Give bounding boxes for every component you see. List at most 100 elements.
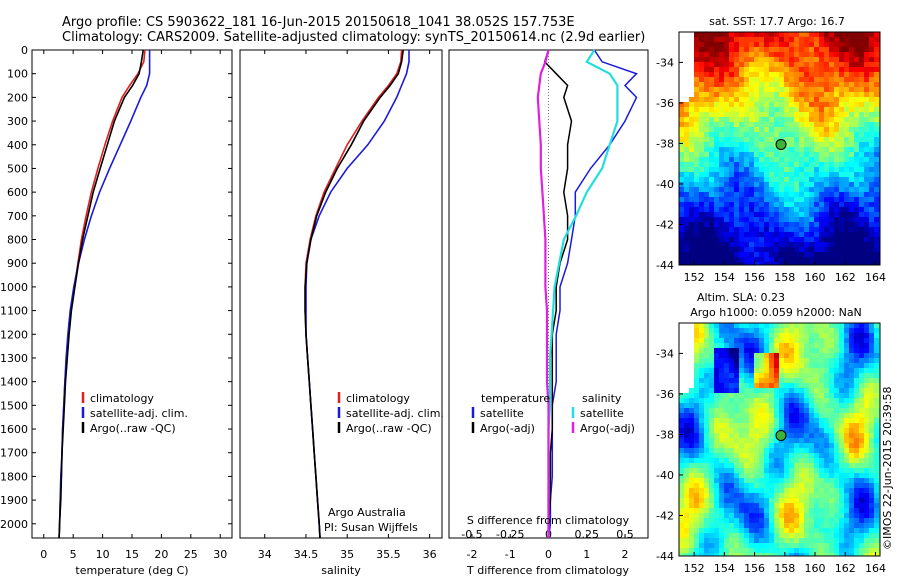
map-cell (764, 147, 770, 153)
map-cell (729, 393, 735, 399)
map-cell (789, 433, 795, 439)
map-cell (784, 408, 790, 414)
map-cell (764, 247, 770, 253)
map-cell (714, 428, 720, 434)
map-cell (699, 403, 705, 409)
lon-tick-label: 156 (744, 562, 765, 575)
map-cell (744, 117, 750, 123)
map-cell (824, 498, 830, 504)
map-cell (729, 538, 735, 544)
map-cell (779, 212, 785, 218)
map-cell (874, 473, 880, 479)
map-cell (789, 388, 795, 394)
map-cell (824, 358, 830, 364)
map-cell (809, 553, 815, 556)
map-cell (794, 338, 800, 344)
map-cell (869, 77, 875, 83)
map-cell (799, 232, 805, 238)
map-cell (714, 57, 720, 63)
map-cell (734, 147, 740, 153)
map-cell (724, 478, 730, 484)
map-cell (799, 403, 805, 409)
map-cell (714, 67, 720, 73)
map-cell (799, 443, 805, 449)
map-cell (859, 262, 865, 265)
depth-ticks: 0100200300400500600700800900100011001200… (0, 44, 232, 531)
map-cell (714, 423, 720, 429)
map-cell (709, 543, 715, 549)
map-cell (819, 257, 825, 263)
map-cell (804, 483, 810, 489)
map-cell (824, 77, 830, 83)
map-cell (704, 217, 710, 223)
map-cell (714, 157, 720, 163)
map-cell (754, 232, 760, 238)
map-cell (799, 453, 805, 459)
map-cell (874, 363, 880, 369)
map-cell (714, 257, 720, 263)
map-cell (694, 182, 700, 188)
map-cell (839, 473, 845, 479)
map-cell (839, 418, 845, 424)
map-cell-land (689, 323, 694, 328)
map-cell (769, 333, 775, 339)
map-cell (864, 448, 870, 454)
map-cell (874, 353, 880, 359)
map-cell (794, 182, 800, 188)
map-cell (729, 97, 735, 103)
map-cell (739, 328, 745, 334)
map-cell-land (689, 87, 694, 92)
map-cell (794, 478, 800, 484)
map-cell (834, 97, 840, 103)
map-cell (844, 57, 850, 63)
title-line1: Argo profile: CS 5903622_181 16-Jun-2015… (62, 15, 575, 30)
map-cell (774, 132, 780, 138)
map-cell (814, 463, 820, 469)
map-cell (754, 443, 760, 449)
map-cell (774, 127, 780, 133)
map-cell (854, 398, 860, 404)
map-cell (874, 488, 880, 494)
map-cell (759, 212, 765, 218)
map-cell (684, 528, 690, 534)
map-cell (794, 42, 800, 48)
map-cell (679, 262, 685, 265)
map-cell (794, 152, 800, 158)
map-cell (799, 202, 805, 208)
map-cell (799, 97, 805, 103)
map-cell (819, 333, 825, 339)
map-cell (714, 438, 720, 444)
map-cell (829, 453, 835, 459)
map-cell (774, 498, 780, 504)
map-cell (814, 348, 820, 354)
map-cell (839, 47, 845, 53)
map-cell (764, 553, 770, 556)
map-cell (869, 373, 875, 379)
map-cell (864, 338, 870, 344)
map-cell (754, 202, 760, 208)
map-cell (759, 498, 765, 504)
map-cell (819, 353, 825, 359)
map-cell (854, 328, 860, 334)
map-cell (854, 343, 860, 349)
map-cell (829, 112, 835, 118)
map-cell (794, 468, 800, 474)
map-cell (829, 488, 835, 494)
map-cell-land (679, 373, 684, 378)
map-cell (739, 413, 745, 419)
map-cell (764, 468, 770, 474)
map-cell (754, 137, 760, 143)
map-cell (719, 493, 725, 499)
map-cell (799, 368, 805, 374)
map-cell (754, 222, 760, 228)
map-cell (829, 152, 835, 158)
map-cell (814, 378, 820, 384)
map-cell (844, 117, 850, 123)
map-cell (704, 197, 710, 203)
map-cell (824, 383, 830, 389)
map-cell (809, 227, 815, 233)
map-cell (844, 403, 850, 409)
map-cell (824, 232, 830, 238)
map-cell (844, 92, 850, 98)
map-cell (854, 508, 860, 514)
